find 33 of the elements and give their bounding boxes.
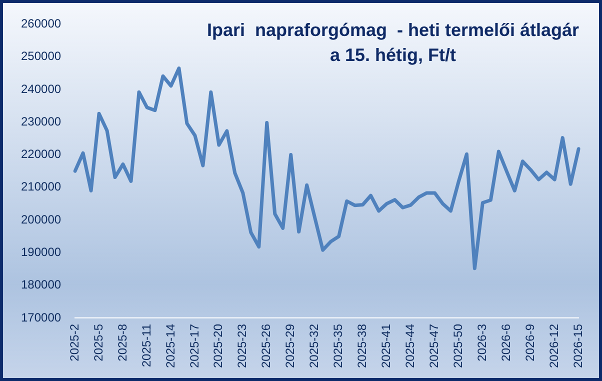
y-tick-label: 230000 [20,114,62,128]
y-tick-label: 210000 [20,180,62,194]
x-tick-label: 2025-17 [187,324,202,368]
x-tick-label: 2026-12 [546,324,561,368]
x-tick-label: 2026-15 [570,324,585,368]
x-tick-label: 2025-23 [235,324,250,368]
x-tick-label: 2025-47 [427,324,442,368]
y-tick-label: 190000 [20,244,62,259]
y-tick-label: 250000 [20,49,62,64]
x-tick-label: 2025-14 [163,324,178,368]
x-tick-label: 2026-6 [498,324,513,362]
x-tick-label: 2026-3 [474,324,489,362]
x-tick-label: 2025-35 [331,324,346,368]
x-tick-label: 2025-2 [67,324,82,362]
y-tick-label: 240000 [20,82,62,96]
y-tick-label: 220000 [20,147,62,162]
y-tick-label: 180000 [20,278,62,292]
x-tick-label: 2025-8 [115,324,130,362]
text: Ipari napraforgómag - heti termelői átlagár a 15. hétig, Ft/t [206,20,580,65]
x-tick-label: 2025-32 [307,324,322,368]
x-tick-label: 2025-11 [139,324,154,368]
x-tick-label: 2025-41 [379,324,394,368]
x-tick-label: 2026-9 [522,324,537,362]
x-tick-label: 2025-38 [355,324,370,368]
y-tick-label: 170000 [20,310,62,324]
x-tick-label: 2025-20 [211,324,226,368]
x-tick-label: 2025-26 [259,324,274,368]
x-tick-label: 2025-29 [283,324,298,368]
x-tick-label: 2025-44 [403,324,418,368]
y-tick-label: 260000 [20,16,62,31]
x-tick-label: 2025-50 [451,324,466,368]
y-tick-label: 200000 [20,212,62,226]
x-tick-label: 2025-5 [91,324,106,362]
